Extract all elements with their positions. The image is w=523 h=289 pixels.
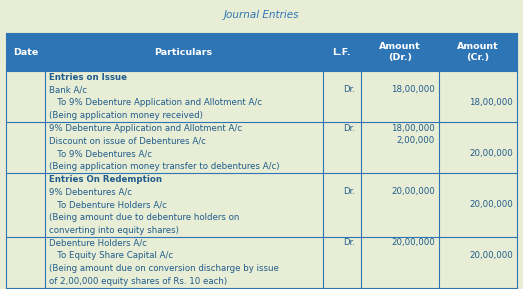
Text: 18,00,000: 18,00,000 [469,98,513,107]
Text: Journal Entries: Journal Entries [224,10,299,20]
Text: (Being amount due to debenture holders on: (Being amount due to debenture holders o… [49,213,239,222]
Text: converting into equity shares): converting into equity shares) [49,226,179,235]
Text: Amount
(Cr.): Amount (Cr.) [457,42,498,62]
Text: 18,00,000: 18,00,000 [391,86,435,95]
Text: To Debenture Holders A/c: To Debenture Holders A/c [49,200,167,209]
Text: (Being amount due on conversion discharge by issue: (Being amount due on conversion discharg… [49,264,279,273]
Text: (Being application money transfer to debentures A/c): (Being application money transfer to deb… [49,162,279,171]
Text: 20,00,000: 20,00,000 [469,149,513,158]
Text: 20,00,000: 20,00,000 [391,238,435,247]
Bar [6,33,517,71]
Text: Bank A/c: Bank A/c [49,86,87,95]
Text: To 9% Debentures A/c: To 9% Debentures A/c [49,149,152,158]
Text: To Equity Share Capital A/c: To Equity Share Capital A/c [49,251,173,260]
Text: L.F.: L.F. [333,47,351,57]
Text: Debenture Holders A/c: Debenture Holders A/c [49,238,146,247]
Text: 2,00,000: 2,00,000 [396,136,435,145]
Text: 9% Debentures A/c: 9% Debentures A/c [49,188,132,197]
Text: Entries On Redemption: Entries On Redemption [49,175,162,184]
Text: 9% Debenture Application and Allotment A/c: 9% Debenture Application and Allotment A… [49,124,242,133]
Text: Dr.: Dr. [343,188,355,197]
Text: 18,00,000: 18,00,000 [391,124,435,133]
Text: Date: Date [13,47,38,57]
Text: Dr.: Dr. [343,238,355,247]
Bar [6,71,517,288]
Text: (Being application money received): (Being application money received) [49,111,202,120]
Text: Dr.: Dr. [343,86,355,95]
Text: Dr.: Dr. [343,124,355,133]
Text: Discount on issue of Debentures A/c: Discount on issue of Debentures A/c [49,136,206,145]
Text: 20,00,000: 20,00,000 [469,200,513,209]
Text: Amount
(Dr.): Amount (Dr.) [379,42,420,62]
Text: 20,00,000: 20,00,000 [391,188,435,197]
Text: Entries on Issue: Entries on Issue [49,73,127,82]
Text: Particulars: Particulars [155,47,213,57]
Text: 20,00,000: 20,00,000 [469,251,513,260]
Text: To 9% Debenture Application and Allotment A/c: To 9% Debenture Application and Allotmen… [49,98,262,107]
Text: of 2,00,000 equity shares of Rs. 10 each): of 2,00,000 equity shares of Rs. 10 each… [49,277,227,286]
